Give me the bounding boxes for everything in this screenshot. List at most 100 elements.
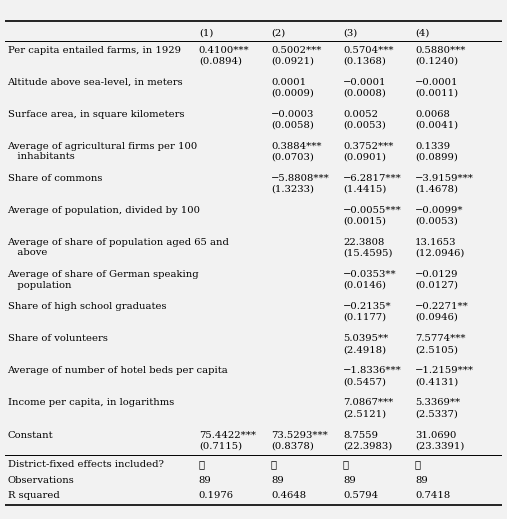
Text: (0.0053): (0.0053): [343, 120, 386, 130]
Text: (1.3233): (1.3233): [271, 185, 314, 194]
Text: 89: 89: [415, 476, 428, 485]
Text: (0.0058): (0.0058): [271, 120, 314, 130]
Text: −0.0353**: −0.0353**: [343, 270, 396, 279]
Text: Constant: Constant: [8, 431, 53, 440]
Text: (0.1368): (0.1368): [343, 57, 386, 65]
Text: 0.0001: 0.0001: [271, 78, 306, 87]
Text: (0.1240): (0.1240): [415, 57, 458, 65]
Text: (0.4131): (0.4131): [415, 377, 458, 386]
Text: (1.4678): (1.4678): [415, 185, 458, 194]
Text: (0.0921): (0.0921): [271, 57, 314, 65]
Text: −0.2271**: −0.2271**: [415, 302, 469, 311]
Text: −1.8336***: −1.8336***: [343, 366, 402, 375]
Text: Observations: Observations: [8, 476, 75, 485]
Text: 0.1339: 0.1339: [415, 142, 450, 151]
Text: (1): (1): [199, 28, 213, 37]
Text: ✓: ✓: [415, 460, 421, 469]
Text: (23.3391): (23.3391): [415, 441, 464, 450]
Text: ✗: ✗: [271, 460, 277, 469]
Text: Surface area, in square kilometers: Surface area, in square kilometers: [8, 110, 184, 119]
Text: 0.3884***: 0.3884***: [271, 142, 321, 151]
Text: Average of share of German speaking
   population: Average of share of German speaking popu…: [8, 270, 199, 290]
Text: 75.4422***: 75.4422***: [199, 431, 256, 440]
Text: −5.8808***: −5.8808***: [271, 174, 330, 183]
Text: 0.5002***: 0.5002***: [271, 46, 321, 54]
Text: (2): (2): [271, 28, 285, 37]
Text: Income per capita, in logarithms: Income per capita, in logarithms: [8, 399, 174, 407]
Text: 0.4648: 0.4648: [271, 491, 306, 500]
Text: (0.0009): (0.0009): [271, 88, 314, 98]
Text: 0.3752***: 0.3752***: [343, 142, 393, 151]
Text: 31.0690: 31.0690: [415, 431, 456, 440]
Text: Average of agricultural firms per 100
   inhabitants: Average of agricultural firms per 100 in…: [8, 142, 198, 161]
Text: Share of commons: Share of commons: [8, 174, 102, 183]
Text: (0.0011): (0.0011): [415, 88, 458, 98]
Text: (0.5457): (0.5457): [343, 377, 386, 386]
Text: 0.4100***: 0.4100***: [199, 46, 249, 54]
Text: 89: 89: [343, 476, 356, 485]
Text: (2.5105): (2.5105): [415, 345, 458, 354]
Text: (0.1177): (0.1177): [343, 313, 386, 322]
Text: −0.0055***: −0.0055***: [343, 206, 402, 215]
Text: Per capita entailed farms, in 1929: Per capita entailed farms, in 1929: [8, 46, 180, 54]
Text: ✗: ✗: [199, 460, 205, 469]
Text: Altitude above sea-level, in meters: Altitude above sea-level, in meters: [8, 78, 183, 87]
Text: 5.3369**: 5.3369**: [415, 399, 460, 407]
Text: (22.3983): (22.3983): [343, 441, 392, 450]
Text: (2.4918): (2.4918): [343, 345, 386, 354]
Text: 0.0068: 0.0068: [415, 110, 450, 119]
Text: (0.8378): (0.8378): [271, 441, 314, 450]
Text: (3): (3): [343, 28, 357, 37]
Text: (0.0127): (0.0127): [415, 281, 458, 290]
Text: 5.0395**: 5.0395**: [343, 334, 388, 343]
Text: (0.0901): (0.0901): [343, 153, 386, 161]
Text: Average of population, divided by 100: Average of population, divided by 100: [8, 206, 201, 215]
Text: ✗: ✗: [343, 460, 349, 469]
Text: Share of high school graduates: Share of high school graduates: [8, 302, 166, 311]
Text: −0.0001: −0.0001: [415, 78, 458, 87]
Text: 0.5880***: 0.5880***: [415, 46, 465, 54]
Text: −6.2817***: −6.2817***: [343, 174, 402, 183]
Text: 0.5794: 0.5794: [343, 491, 378, 500]
Text: −0.0001: −0.0001: [343, 78, 386, 87]
Text: (0.0015): (0.0015): [343, 217, 386, 226]
Text: (0.0053): (0.0053): [415, 217, 458, 226]
Text: 73.5293***: 73.5293***: [271, 431, 328, 440]
Text: 7.0867***: 7.0867***: [343, 399, 393, 407]
Text: (0.0041): (0.0041): [415, 120, 458, 130]
Text: (1.4415): (1.4415): [343, 185, 386, 194]
Text: −0.0129: −0.0129: [415, 270, 458, 279]
Text: Average of number of hotel beds per capita: Average of number of hotel beds per capi…: [8, 366, 228, 375]
Text: −0.0099*: −0.0099*: [415, 206, 463, 215]
Text: (0.0146): (0.0146): [343, 281, 386, 290]
Text: 0.5704***: 0.5704***: [343, 46, 393, 54]
Text: 0.0052: 0.0052: [343, 110, 378, 119]
Text: Share of volunteers: Share of volunteers: [8, 334, 107, 343]
Text: (0.0894): (0.0894): [199, 57, 242, 65]
Text: (2.5337): (2.5337): [415, 409, 458, 418]
Text: 89: 89: [271, 476, 283, 485]
Text: 22.3808: 22.3808: [343, 238, 384, 247]
Text: (0.0946): (0.0946): [415, 313, 458, 322]
Text: (15.4595): (15.4595): [343, 249, 392, 258]
Text: 7.5774***: 7.5774***: [415, 334, 465, 343]
Text: (4): (4): [415, 28, 429, 37]
Text: −0.2135*: −0.2135*: [343, 302, 391, 311]
Text: 89: 89: [199, 476, 211, 485]
Text: −3.9159***: −3.9159***: [415, 174, 474, 183]
Text: (0.0703): (0.0703): [271, 153, 314, 161]
Text: District-fixed effects included?: District-fixed effects included?: [8, 460, 163, 469]
Text: Average of share of population aged 65 and
   above: Average of share of population aged 65 a…: [8, 238, 230, 257]
Text: 0.7418: 0.7418: [415, 491, 450, 500]
Text: (0.0899): (0.0899): [415, 153, 458, 161]
Text: 13.1653: 13.1653: [415, 238, 456, 247]
Text: (0.7115): (0.7115): [199, 441, 242, 450]
Text: R squared: R squared: [8, 491, 59, 500]
Text: (12.0946): (12.0946): [415, 249, 464, 258]
Text: −1.2159***: −1.2159***: [415, 366, 474, 375]
Text: −0.0003: −0.0003: [271, 110, 314, 119]
Text: (2.5121): (2.5121): [343, 409, 386, 418]
Text: 8.7559: 8.7559: [343, 431, 378, 440]
Text: (0.0008): (0.0008): [343, 88, 386, 98]
Text: 0.1976: 0.1976: [199, 491, 234, 500]
